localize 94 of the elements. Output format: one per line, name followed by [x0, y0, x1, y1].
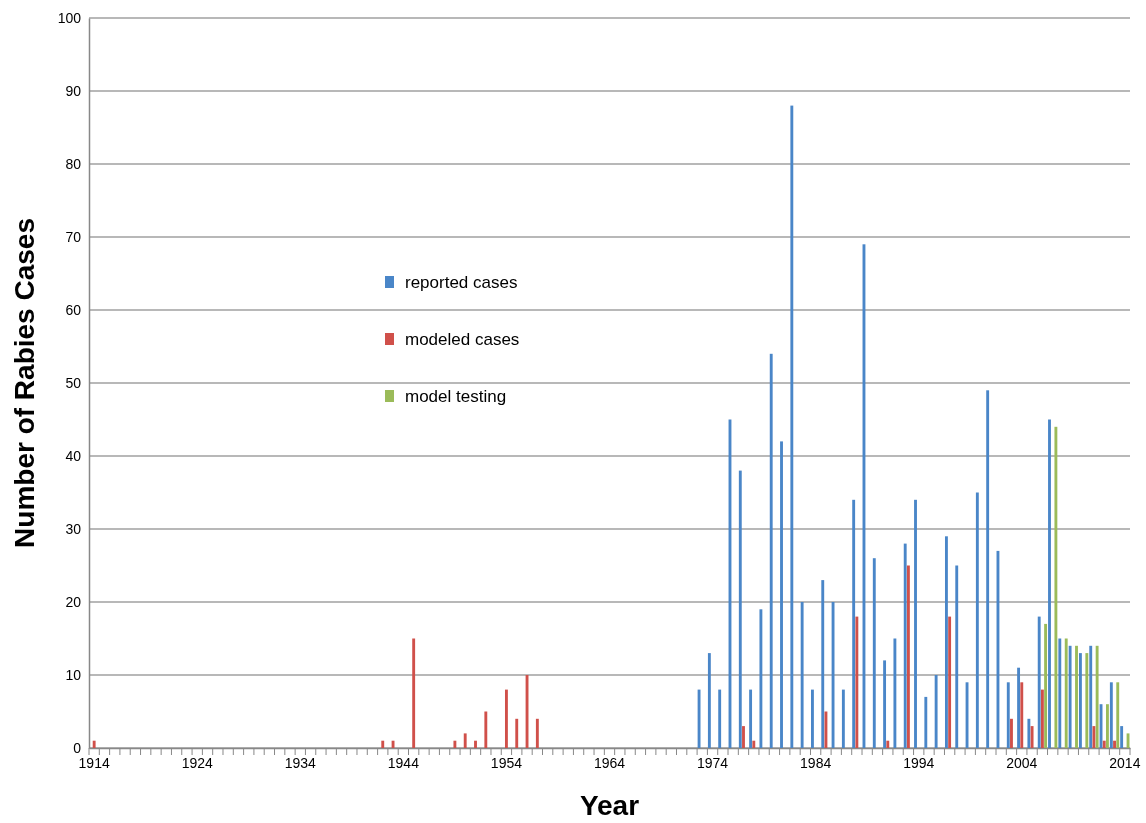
y-tick-label: 60 [65, 301, 82, 318]
y-tick-label: 20 [65, 593, 82, 610]
bar [1105, 704, 1109, 748]
bar [752, 740, 756, 748]
bar [1020, 682, 1024, 748]
bar [986, 390, 990, 748]
bar [1102, 740, 1106, 748]
bar [1089, 645, 1093, 748]
x-axis-title: Year [579, 790, 640, 821]
bar [535, 718, 539, 748]
bar [1092, 726, 1096, 748]
bar [474, 740, 477, 748]
x-tick-label: 1944 [387, 754, 420, 771]
bar [852, 499, 856, 748]
bar [1010, 718, 1013, 748]
bar [515, 718, 519, 748]
bar [463, 733, 467, 748]
bar [1044, 623, 1048, 748]
legend-label: reported cases [405, 273, 518, 292]
x-tick-label: 1974 [696, 754, 729, 771]
bar [707, 653, 711, 748]
bar [749, 689, 753, 748]
bar [800, 602, 804, 748]
bar [1054, 426, 1058, 748]
bar [934, 675, 938, 748]
bar [1109, 682, 1113, 748]
bar [742, 726, 745, 748]
bar [718, 689, 722, 748]
bar [738, 470, 742, 748]
y-tick-label: 70 [65, 228, 82, 245]
y-tick-label: 40 [65, 447, 82, 464]
bar [1040, 689, 1044, 748]
bar [841, 689, 845, 748]
bar [1095, 645, 1099, 748]
bar [1113, 740, 1116, 748]
bar [944, 536, 948, 748]
bar [1030, 726, 1034, 748]
bar [811, 689, 814, 748]
y-tick-label: 90 [65, 82, 82, 99]
bar [1064, 638, 1068, 748]
x-tick-label: 1924 [181, 754, 213, 771]
bar [1075, 645, 1078, 748]
bar [1068, 645, 1072, 748]
x-tick-label: 2004 [1006, 754, 1038, 771]
bar [914, 499, 917, 748]
bar [453, 740, 457, 748]
x-tick-label: 1964 [593, 754, 626, 771]
bar [821, 580, 825, 748]
bar [955, 565, 959, 748]
bar [886, 740, 890, 748]
bar [1048, 419, 1051, 748]
x-tick-label: 1994 [903, 754, 935, 771]
x-tick-label: 1984 [800, 754, 832, 771]
bar [1116, 682, 1120, 748]
y-tick-label: 30 [65, 520, 82, 537]
y-axis-title: Number of Rabies Cases [9, 218, 40, 548]
bar [893, 638, 897, 748]
bar [1085, 653, 1089, 748]
bar [381, 740, 385, 748]
bar [1120, 726, 1124, 748]
y-tick-label: 10 [65, 666, 82, 683]
x-tick-label: 1914 [78, 754, 110, 771]
y-tick-label: 50 [65, 374, 82, 391]
bar [412, 638, 416, 748]
y-tick-label: 80 [65, 155, 82, 172]
bar [975, 492, 979, 748]
bar [906, 565, 910, 748]
y-tick-label: 100 [57, 9, 82, 26]
bar [790, 105, 794, 748]
bar [1027, 718, 1031, 748]
bar [1058, 638, 1062, 748]
legend-label: model testing [405, 387, 507, 406]
bar [697, 689, 701, 748]
bar [948, 616, 952, 748]
bar [1037, 616, 1041, 748]
bar [1006, 682, 1010, 748]
bar [1078, 653, 1082, 748]
bar [759, 609, 763, 748]
bar [780, 441, 783, 748]
bar [924, 696, 928, 748]
bar [769, 353, 773, 748]
bar [903, 543, 907, 748]
x-tick-label: 2014 [1109, 754, 1141, 771]
bar [872, 558, 876, 748]
bar [504, 689, 508, 748]
bar [92, 740, 96, 748]
x-tick-label: 1954 [490, 754, 523, 771]
bar [1017, 667, 1021, 748]
x-tick-label: 1934 [284, 754, 317, 771]
bar [883, 660, 887, 748]
y-tick-label: 0 [73, 739, 82, 756]
legend-label: modeled cases [405, 330, 520, 349]
bar [855, 616, 859, 748]
bar [484, 711, 488, 748]
